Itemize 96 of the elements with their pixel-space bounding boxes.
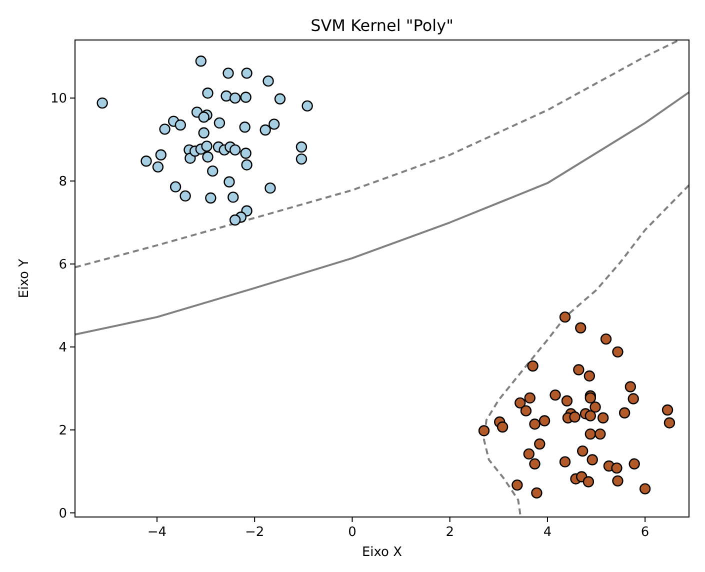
point bbox=[600, 333, 612, 345]
point bbox=[612, 346, 624, 358]
point bbox=[531, 487, 542, 499]
point bbox=[559, 311, 571, 323]
point bbox=[534, 438, 546, 450]
point bbox=[590, 401, 601, 413]
point bbox=[262, 75, 274, 87]
point bbox=[296, 141, 308, 153]
chart-title: SVM Kernel "Poly" bbox=[310, 16, 454, 35]
point bbox=[214, 117, 226, 129]
point bbox=[584, 410, 596, 422]
point bbox=[202, 151, 214, 163]
x-axis-title: Eixo X bbox=[362, 545, 402, 560]
point bbox=[268, 118, 280, 130]
point bbox=[220, 90, 232, 102]
point bbox=[573, 364, 584, 376]
point bbox=[202, 87, 214, 99]
point bbox=[174, 119, 186, 131]
point bbox=[523, 448, 535, 460]
point bbox=[612, 475, 624, 487]
point bbox=[628, 393, 639, 404]
point bbox=[586, 454, 598, 466]
line-series bbox=[483, 184, 689, 517]
point bbox=[569, 411, 580, 423]
point bbox=[264, 182, 276, 194]
x-tick-label: −4 bbox=[147, 525, 167, 540]
point bbox=[222, 68, 234, 79]
point bbox=[577, 445, 588, 457]
point bbox=[224, 176, 235, 188]
point bbox=[561, 395, 573, 406]
point bbox=[198, 127, 210, 139]
point bbox=[152, 161, 164, 173]
line-series bbox=[75, 40, 680, 268]
x-tick-label: 2 bbox=[446, 525, 454, 540]
y-axis-title: Eixo Y bbox=[17, 258, 32, 298]
y-tick-label: 6 bbox=[58, 258, 67, 273]
point bbox=[159, 124, 170, 135]
point bbox=[550, 389, 561, 401]
y-tick-label: 2 bbox=[58, 423, 67, 438]
point bbox=[664, 417, 676, 428]
point bbox=[240, 148, 252, 159]
y-tick-label: 10 bbox=[50, 92, 67, 107]
point bbox=[662, 404, 674, 416]
point bbox=[241, 159, 252, 170]
point bbox=[529, 458, 540, 470]
point bbox=[195, 56, 207, 67]
point bbox=[180, 190, 191, 202]
point bbox=[575, 322, 586, 334]
point bbox=[96, 97, 108, 109]
point bbox=[584, 428, 596, 440]
point bbox=[598, 412, 609, 424]
point bbox=[538, 415, 550, 426]
point bbox=[170, 181, 182, 192]
x-tick-label: 4 bbox=[543, 525, 552, 540]
point bbox=[527, 360, 538, 372]
point bbox=[584, 392, 596, 404]
point bbox=[584, 370, 596, 382]
point bbox=[639, 483, 651, 494]
point bbox=[241, 68, 252, 79]
y-tick-label: 4 bbox=[58, 340, 67, 356]
point bbox=[240, 92, 252, 103]
point bbox=[302, 100, 313, 112]
point bbox=[520, 405, 532, 416]
x-tick-label: 6 bbox=[640, 525, 650, 540]
point bbox=[228, 192, 239, 203]
point bbox=[582, 476, 594, 488]
y-tick-label: 8 bbox=[58, 174, 67, 190]
point bbox=[478, 425, 490, 436]
point bbox=[296, 153, 308, 165]
point bbox=[229, 92, 241, 104]
line-series bbox=[75, 91, 689, 336]
point bbox=[239, 122, 250, 133]
point bbox=[496, 421, 508, 433]
point bbox=[514, 397, 526, 409]
point bbox=[274, 93, 286, 104]
point bbox=[207, 165, 218, 177]
point bbox=[529, 418, 540, 430]
point bbox=[229, 144, 241, 156]
point bbox=[611, 462, 622, 474]
x-tick-label: −2 bbox=[245, 525, 264, 540]
point bbox=[229, 214, 241, 226]
point bbox=[594, 428, 606, 440]
point bbox=[559, 456, 571, 468]
point bbox=[524, 392, 536, 404]
x-tick-label: 0 bbox=[348, 525, 356, 540]
point bbox=[624, 381, 636, 392]
point bbox=[260, 124, 271, 136]
point bbox=[628, 458, 640, 470]
point bbox=[198, 112, 210, 123]
point bbox=[140, 156, 152, 167]
point bbox=[618, 407, 630, 418]
point bbox=[512, 479, 523, 491]
point bbox=[201, 140, 212, 152]
point bbox=[155, 149, 166, 160]
y-tick-label: 0 bbox=[58, 506, 67, 522]
point bbox=[205, 192, 216, 204]
